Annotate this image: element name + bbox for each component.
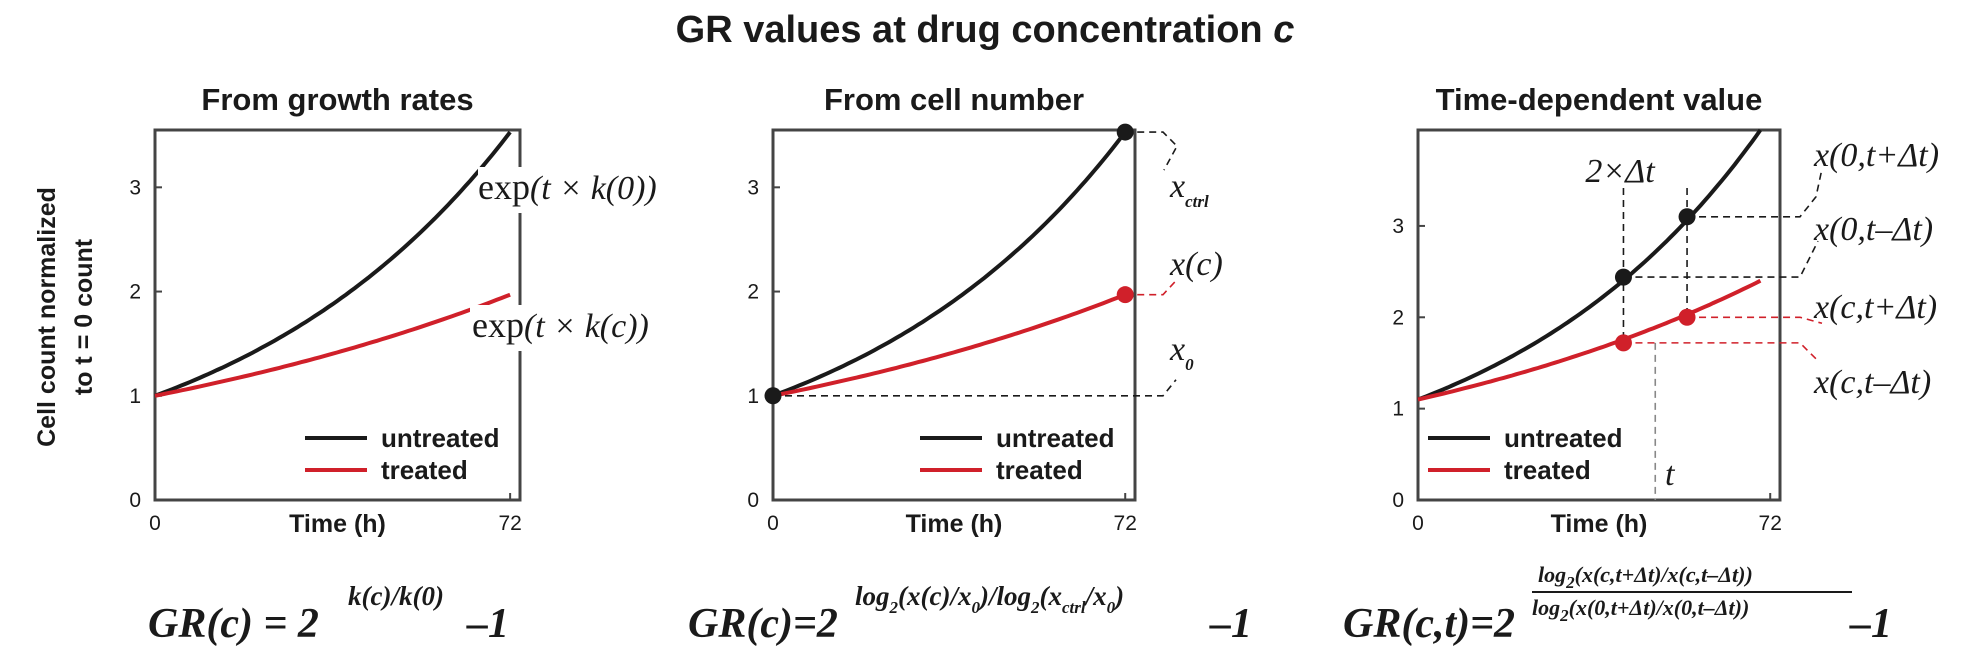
x-tick-label: 0: [149, 512, 161, 535]
plot-frame: [1416, 128, 1782, 502]
x-tick-label: 0: [1412, 512, 1424, 535]
figure-title: GR values at drug concentration c: [676, 9, 1295, 51]
y-tick-label: 0: [747, 489, 759, 512]
series-line-treated: [1417, 278, 1762, 402]
formula-3-denominator: log2(x(0,t+Δt)/x(0,t–Δt)): [1532, 595, 1749, 625]
annotation-x-c: x(c): [1169, 246, 1223, 283]
data-point-treated: [1614, 334, 1632, 352]
y-tick-label: 1: [1392, 398, 1404, 421]
legend-label-untreated: untreated: [381, 423, 499, 453]
annotation-exp-k0: exp(t × k(0)): [478, 167, 657, 207]
annotation-two-delta-t: 2×Δt: [1585, 153, 1656, 190]
guide-xc-plus: [1687, 316, 1823, 325]
formula-3-base: GR(c,t)=2: [1343, 601, 1515, 647]
panel-growth-rates: From growth rates 0 1 2 3 0 72 Time (h) untreate…: [129, 82, 522, 538]
legend-label-untreated: untreated: [1504, 423, 1622, 453]
data-point-untreated: [1116, 123, 1134, 141]
x-tick-label: 72: [1114, 512, 1137, 535]
y-tick-label: 0: [1392, 489, 1404, 512]
x-axis-label: Time (h): [1551, 510, 1648, 538]
formula-1-exponent: k(c)/k(0): [348, 581, 444, 611]
annotation-xc-plus: x(c,t+Δt): [1813, 289, 1937, 326]
guide-x-c: [1125, 280, 1177, 296]
annotation-xc-minus: x(c,t–Δt): [1813, 364, 1931, 401]
panel-time-dependent: Time-dependent value 0 1 2 3 0 72 Time (h) untre…: [1392, 82, 1823, 538]
legend-label-treated: treated: [381, 455, 468, 485]
formula-3-tail: –1: [1849, 601, 1892, 647]
y-tick-label: 2: [1392, 306, 1404, 329]
formula-2-exponent: log2(x(c)/x0)/log2(xctrl/x0): [855, 581, 1124, 617]
y-axis-label-line2: to t = 0 count: [70, 238, 98, 395]
annotation-x0-plus: x(0,t+Δt): [1813, 137, 1939, 174]
figure-title-text: GR values at drug concentration: [676, 9, 1274, 51]
data-point-untreated: [764, 387, 782, 405]
formula-gr-growth-rates: GR(c) = 2 k(c)/k(0) –1: [148, 581, 509, 647]
guide-xc-minus: [1623, 342, 1819, 362]
annotation-x0-minus: x(0,t–Δt): [1813, 211, 1933, 248]
series-line-untreated: [1417, 128, 1763, 402]
annotation-bg-bottom: [470, 305, 688, 351]
y-tick-label: 3: [747, 176, 759, 199]
y-tick-label: 0: [129, 489, 141, 512]
series-line-untreated: [154, 130, 512, 398]
series-line-treated: [154, 292, 511, 398]
x-tick-label: 0: [767, 512, 779, 535]
annotation-bg-top: [478, 167, 688, 213]
y-tick-label: 2: [129, 281, 141, 304]
panel-growth-rates-annotations: exp(t × k(0)) exp(t × k(c)): [470, 167, 688, 351]
series-line-treated: [772, 292, 1126, 398]
guide-x-0: [773, 379, 1177, 397]
legend-label-untreated: untreated: [996, 423, 1114, 453]
panel-title: From cell number: [824, 82, 1084, 117]
x-tick-label: 72: [1759, 512, 1782, 535]
y-tick-label: 1: [747, 385, 759, 408]
data-point-untreated: [1678, 208, 1696, 226]
annotation-exp-kc: exp(t × k(c)): [472, 305, 649, 345]
panel-time-dependent-annotations: 2×Δt t x(0,t+Δt) x(0,t–Δt) x(c,t+Δt) x(c…: [1585, 137, 1939, 493]
formula-gr-cell-number: GR(c)=2 log2(x(c)/x0)/log2(xctrl/x0) –1: [688, 581, 1252, 647]
panel-title: Time-dependent value: [1436, 82, 1763, 117]
formula-1-base: GR(c) = 2: [148, 601, 319, 647]
formula-gr-time-dependent: GR(c,t)=2 log2(x(c,t+Δt)/x(c,t–Δt)) log2…: [1343, 562, 1892, 647]
panel-title: From growth rates: [201, 82, 473, 117]
data-point-untreated: [1614, 268, 1632, 286]
series-line-untreated: [772, 130, 1127, 398]
x-axis-label: Time (h): [906, 510, 1003, 538]
y-axis-label: Cell count normalized to t = 0 count: [33, 187, 98, 447]
guide-x0-plus: [1687, 168, 1823, 218]
x-tick-label: 72: [498, 512, 521, 535]
guide-x-ctrl: [1125, 131, 1178, 171]
y-tick-label: 3: [129, 176, 141, 199]
data-point-treated: [1678, 308, 1696, 326]
plot-frame: [771, 128, 1137, 502]
y-axis-label-line1: Cell count normalized: [33, 187, 61, 447]
formula-3-numerator: log2(x(c,t+Δt)/x(c,t–Δt)): [1538, 562, 1753, 592]
annotation-x-ctrl: xctrl: [1169, 168, 1209, 211]
annotation-x-0: x0: [1169, 331, 1194, 374]
formula-2-base: GR(c)=2: [688, 601, 838, 647]
legend-label-treated: treated: [1504, 455, 1591, 485]
panel-cell-number-annotations: xctrl x(c) x0: [1169, 168, 1223, 374]
formula-1-tail: –1: [466, 601, 509, 647]
y-tick-label: 2: [747, 281, 759, 304]
x-axis-label: Time (h): [289, 510, 386, 538]
y-tick-label: 3: [1392, 215, 1404, 238]
legend-label-treated: treated: [996, 455, 1083, 485]
panel-cell-number: From cell number 0 1 2 3 0 72 Time (h) untreated…: [747, 82, 1178, 538]
data-point-treated: [1116, 286, 1134, 304]
guide-x0-minus: [1623, 240, 1819, 278]
formula-2-tail: –1: [1209, 601, 1252, 647]
y-tick-label: 1: [129, 385, 141, 408]
annotation-t: t: [1665, 456, 1676, 493]
figure-title-variable: c: [1273, 9, 1294, 51]
